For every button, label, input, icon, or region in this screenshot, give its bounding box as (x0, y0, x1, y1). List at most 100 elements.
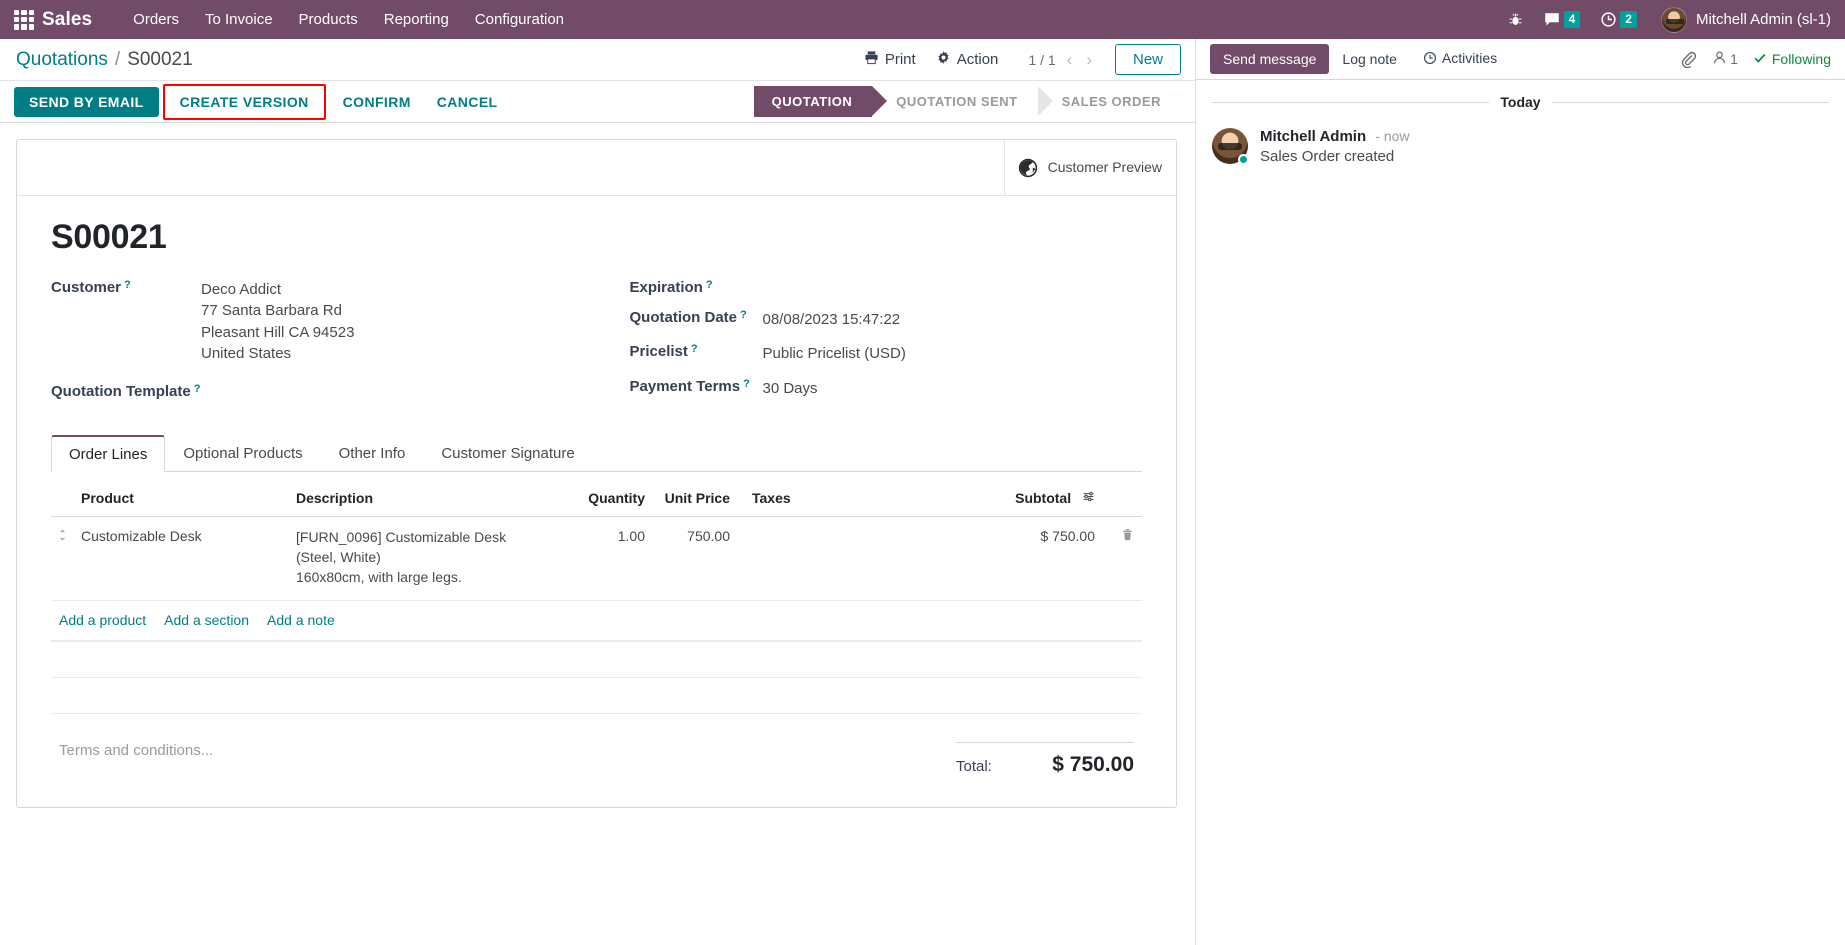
add-a-product-link[interactable]: Add a product (59, 611, 147, 628)
app-brand-sales[interactable]: Sales (42, 8, 93, 30)
paperclip-icon[interactable] (1680, 51, 1697, 68)
filler-row (51, 641, 1142, 678)
header-description[interactable]: Description (288, 484, 558, 518)
status-pipeline: QUOTATION QUOTATION SENT SALES ORDER (753, 86, 1181, 117)
activities-button[interactable]: Activities (1410, 43, 1510, 75)
breadcrumb-separator: / (114, 48, 121, 70)
tab-other-info[interactable]: Other Info (338, 445, 406, 463)
field-quotation-template-label-text: Quotation Template (51, 383, 191, 401)
cell-delete (1103, 516, 1142, 601)
field-payment-terms-value[interactable]: 30 Days (762, 379, 818, 397)
send-message-button[interactable]: Send message (1210, 44, 1330, 74)
add-a-section-link[interactable]: Add a section (164, 611, 250, 628)
confirm-button[interactable]: CONFIRM (330, 87, 424, 117)
help-tooltip-icon[interactable]: ? (743, 377, 750, 390)
form-grid: Customer ? Deco Addict 77 Santa Barbara … (51, 279, 1142, 413)
log-note-button[interactable]: Log note (1329, 44, 1410, 74)
user-menu[interactable]: Mitchell Admin (sl-1) (1660, 6, 1831, 33)
date-separator-line (1212, 101, 1490, 103)
stage-quotation-sent[interactable]: QUOTATION SENT (872, 86, 1053, 117)
field-quotation-date-label-text: Quotation Date (629, 309, 738, 326)
cell-product[interactable]: Customizable Desk (73, 516, 288, 601)
terms-and-conditions-input[interactable]: Terms and conditions... (59, 741, 214, 759)
field-customer-label: Customer ? (51, 279, 201, 296)
chevron-left-icon[interactable]: ‹ (1066, 50, 1073, 69)
stage-sales-order[interactable]: SALES ORDER (1038, 86, 1181, 117)
field-expiration-label: Expiration ? (630, 279, 763, 296)
help-tooltip-icon[interactable]: ? (193, 383, 201, 396)
sort-options-icon[interactable] (1082, 490, 1095, 506)
cell-unit-price[interactable]: 750.00 (653, 516, 738, 601)
cell-description[interactable]: [FURN_0096] Customizable Desk (Steel, Wh… (288, 516, 558, 601)
help-tooltip-icon[interactable]: ? (740, 309, 747, 321)
create-version-button[interactable]: CREATE VERSION (167, 87, 322, 117)
menu-configuration[interactable]: Configuration (474, 11, 565, 28)
help-tooltip-icon[interactable]: ? (705, 279, 713, 291)
header-subtotal[interactable]: Subtotal (968, 484, 1103, 518)
sheet-scroll-area: Customer Preview S00021 (0, 123, 1195, 945)
help-tooltip-icon[interactable]: ? (124, 279, 131, 291)
customer-name: Deco Addict (201, 281, 282, 298)
menu-reporting[interactable]: Reporting (383, 11, 449, 28)
menu-to-invoice[interactable]: To Invoice (205, 11, 273, 28)
body-split: Quotations / S00021 Print (0, 39, 1845, 945)
menu-products[interactable]: Products (298, 11, 358, 28)
date-separator-line (1551, 101, 1830, 103)
messages-counter[interactable]: 4 (1543, 11, 1581, 29)
cancel-button[interactable]: CANCEL (424, 87, 511, 117)
customer-preview-button[interactable]: Customer Preview (1003, 140, 1176, 195)
bug-icon[interactable] (1508, 12, 1523, 27)
cell-taxes[interactable] (738, 516, 968, 601)
header-quantity[interactable]: Quantity (558, 484, 653, 518)
total-label: Total: (956, 757, 992, 775)
cell-quantity[interactable]: 1.00 (558, 516, 653, 601)
field-pricelist-value[interactable]: Public Pricelist (USD) (762, 345, 906, 363)
add-a-note-link[interactable]: Add a note (267, 611, 335, 628)
chevron-right-icon[interactable]: › (1086, 50, 1092, 69)
drag-handle-icon[interactable] (51, 516, 73, 601)
tab-customer-signature[interactable]: Customer Signature (441, 445, 575, 463)
help-tooltip-icon[interactable]: ? (690, 343, 698, 356)
header-unit-price[interactable]: Unit Price (653, 484, 738, 518)
message-content: Mitchell Admin - now Sales Order created (1260, 128, 1410, 165)
page-title: S00021 (51, 218, 167, 256)
field-quotation-date-value[interactable]: 08/08/2023 15:47:22 (762, 311, 901, 328)
breadcrumb-quotations[interactable]: Quotations (16, 48, 108, 70)
following-button[interactable]: Following (1753, 51, 1831, 68)
field-payment-terms-label-text: Payment Terms (629, 377, 741, 395)
trash-icon[interactable] (1111, 528, 1134, 544)
send-by-email-button[interactable]: SEND BY EMAIL (14, 86, 159, 117)
add-links-cell: Add a product Add a section Add a note (51, 600, 1142, 642)
customer-preview-line1: Customer (1047, 158, 1109, 175)
stage-sales-order-label: SALES ORDER (1061, 94, 1161, 109)
clock-icon (1423, 51, 1437, 68)
apps-grid-icon[interactable] (14, 9, 34, 30)
stage-quotation[interactable]: QUOTATION (753, 86, 888, 117)
message-item: Mitchell Admin - now Sales Order created (1212, 128, 1829, 165)
header-subtotal-text: Subtotal (1015, 490, 1072, 507)
activities-counter[interactable]: 2 (1600, 11, 1637, 28)
control-panel-actions: Print Action 1 / 1 ‹ (854, 44, 1181, 75)
form-statusbar: SEND BY EMAIL CREATE VERSION CONFIRM CAN… (0, 80, 1195, 123)
user-avatar (1660, 6, 1687, 33)
table-row[interactable]: Customizable Desk [FURN_0096] Customizab… (51, 516, 1142, 601)
tab-optional-products[interactable]: Optional Products (183, 445, 303, 463)
header-taxes[interactable]: Taxes (738, 484, 968, 518)
header-product[interactable]: Product (73, 484, 288, 518)
field-customer-value[interactable]: Deco Addict 77 Santa Barbara Rd Pleasant… (201, 279, 354, 364)
action-button[interactable]: Action (926, 44, 1009, 75)
menu-orders[interactable]: Orders (133, 11, 179, 28)
field-pricelist: Pricelist ? Public Pricelist (USD) (630, 343, 1143, 364)
action-label: Action (956, 51, 999, 68)
field-quotation-date: Quotation Date ? 08/08/2023 15:47:22 (630, 309, 1143, 330)
pager: 1 / 1 ‹ › (1024, 49, 1099, 70)
gear-icon (936, 50, 951, 69)
tab-order-lines[interactable]: Order Lines (51, 435, 166, 473)
cell-subtotal: $ 750.00 (968, 516, 1103, 601)
new-button[interactable]: New (1114, 44, 1181, 75)
customer-city: Pleasant Hill CA 94523 (201, 323, 355, 341)
description-line-1: [FURN_0096] Customizable Desk (296, 529, 507, 546)
followers-button[interactable]: 1 (1712, 50, 1738, 68)
print-button[interactable]: Print (854, 44, 926, 75)
customer-country: United States (201, 344, 292, 362)
